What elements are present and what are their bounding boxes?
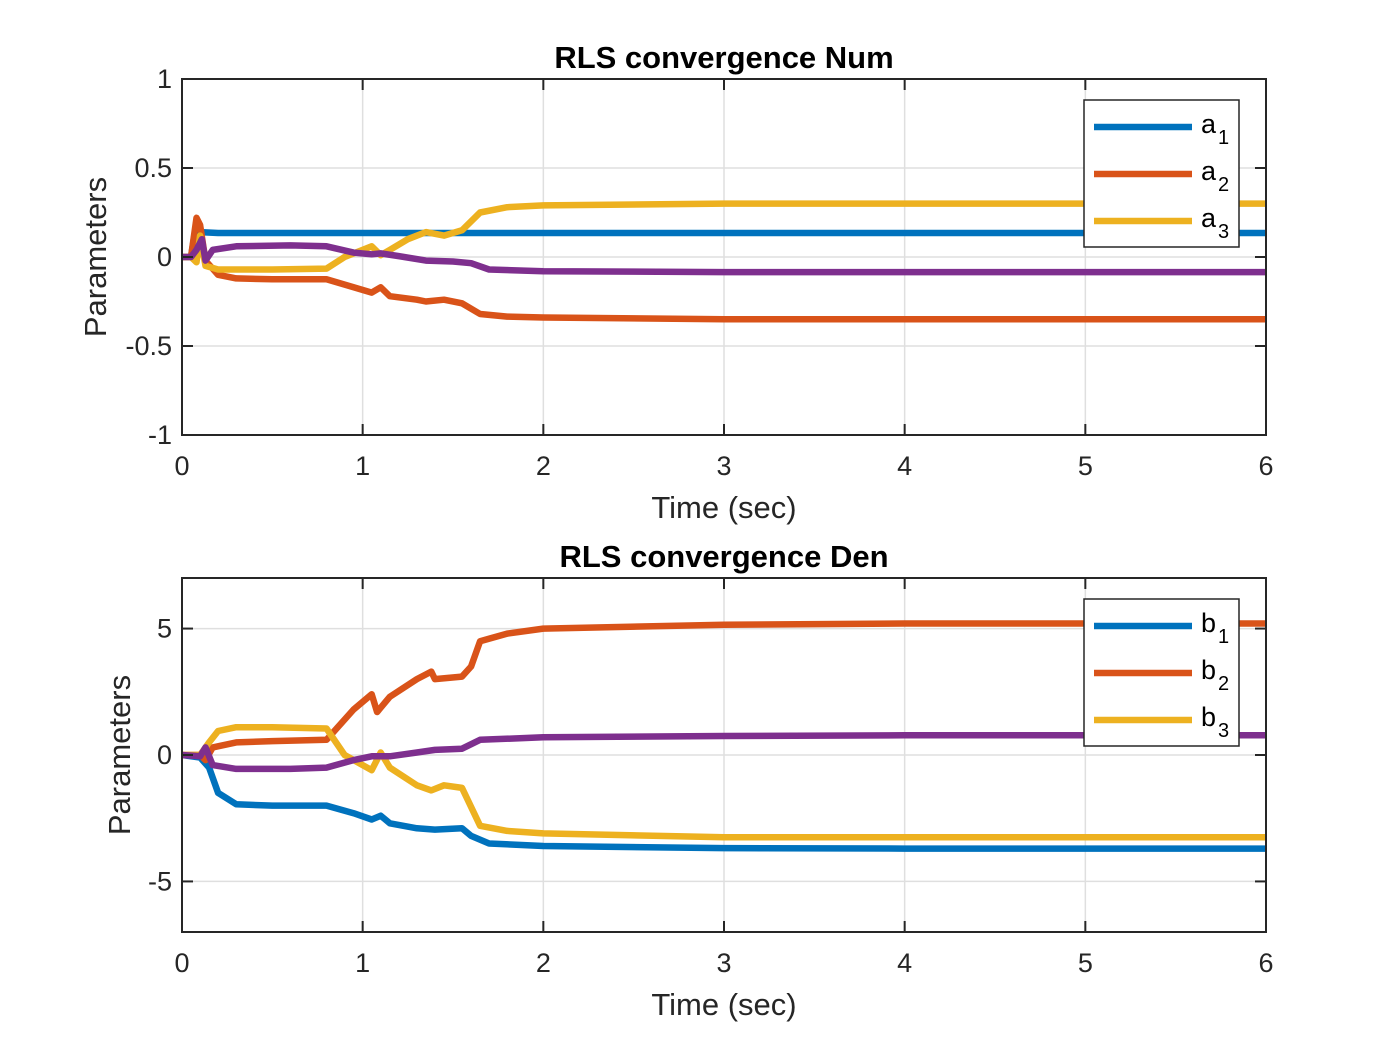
x-tick-label: 0 (174, 451, 189, 481)
y-tick-label: 0 (157, 740, 172, 770)
y-tick-label: 5 (157, 614, 172, 644)
y-tick-label: 1 (157, 64, 172, 94)
series-line-unlabeled-4 (181, 732, 1266, 773)
x-tick-label: 5 (1078, 451, 1093, 481)
x-tick-label: 6 (1258, 451, 1273, 481)
x-tick-label: 3 (716, 451, 731, 481)
y-axis-label: Parameters (78, 177, 113, 337)
series-line-b3 (182, 723, 1266, 841)
x-axis-label: Time (sec) (651, 490, 796, 525)
x-tick-label: 5 (1078, 948, 1093, 978)
x-tick-label: 2 (536, 948, 551, 978)
x-tick-label: 2 (536, 451, 551, 481)
x-tick-label: 4 (897, 948, 912, 978)
y-tick-label: -1 (148, 420, 172, 450)
x-axis-label: Time (sec) (651, 987, 796, 1022)
series-line-b2 (182, 620, 1266, 764)
y-tick-label: 0.5 (134, 153, 172, 183)
x-tick-label: 1 (355, 948, 370, 978)
x-tick-label: 3 (716, 948, 731, 978)
chart-title: RLS convergence Den (559, 539, 888, 574)
chart-panel-1: 0 1 2 3 4 5 6 -1 -0.5 0 0.5 1 RLS convergence Num Tim… (78, 40, 1274, 525)
y-tick-label: 0 (157, 242, 172, 272)
x-tick-label: 6 (1258, 948, 1273, 978)
x-tick-label: 0 (174, 948, 189, 978)
x-tick-label: 4 (897, 451, 912, 481)
series-line-unlabeled-4 (182, 235, 1266, 276)
legend: b 1 b 2 b 3 (1083, 598, 1240, 747)
legend: a 1 a 2 a 3 (1083, 99, 1240, 248)
series-line-b1 (181, 751, 1266, 852)
y-tick-label: -5 (148, 866, 172, 896)
x-tick-label: 1 (355, 451, 370, 481)
chart-title: RLS convergence Num (554, 40, 893, 75)
chart-panel-2: 0 1 2 3 4 5 6 -5 0 5 RLS convergence Den Time (sec)… (102, 539, 1274, 1022)
y-tick-label: -0.5 (125, 331, 172, 361)
y-axis-label: Parameters (102, 675, 137, 835)
